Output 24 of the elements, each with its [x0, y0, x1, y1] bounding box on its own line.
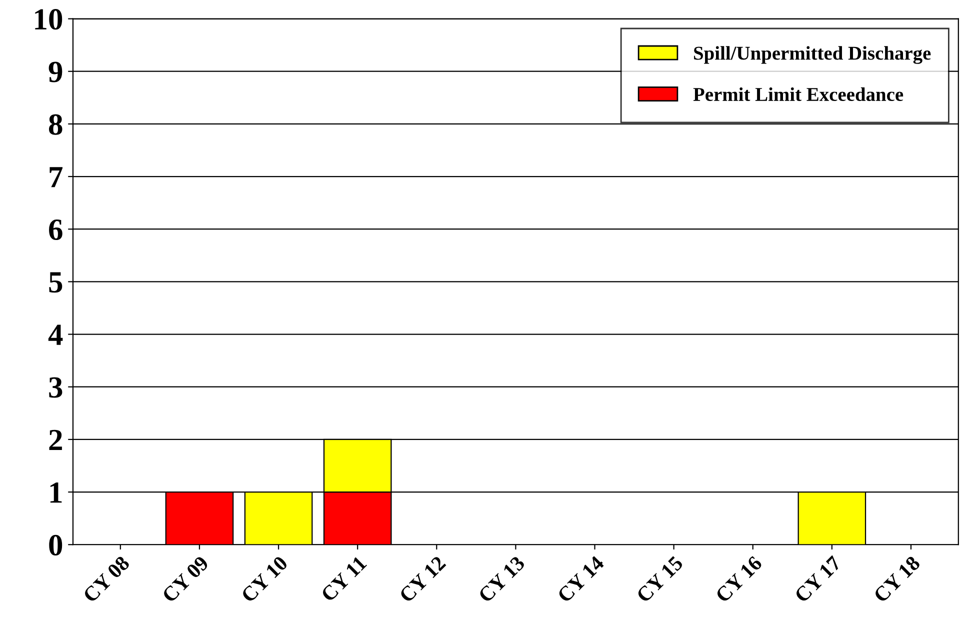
y-tick-label: 1 [50, 482, 62, 503]
x-tick-label: CY 10 [240, 555, 288, 604]
y-tick-label: 2 [49, 430, 62, 450]
y-tick-label: 0 [49, 534, 62, 556]
y-tick-label: 7 [50, 167, 63, 188]
x-tick-label: CY 17 [794, 555, 842, 604]
y-tick-label: 10 [35, 9, 62, 30]
legend-label: Permit Limit Exceedance [693, 87, 904, 102]
y-tick-label: 8 [48, 114, 62, 135]
y-tick-label: 9 [48, 62, 62, 82]
x-tick-label: CY 15 [636, 555, 684, 604]
y-tick-label: 4 [48, 324, 63, 345]
x-tick-label: CY 12 [398, 555, 446, 604]
x-tick-label: CY 09 [161, 555, 210, 604]
x-tick-label: CY 11 [320, 556, 368, 602]
x-tick-label: CY 08 [82, 555, 130, 604]
x-tick-label: CY 14 [556, 555, 605, 604]
y-tick-label: 3 [49, 377, 62, 398]
x-tick-label: CY 16 [714, 555, 763, 604]
legend-label: Spill/Unpermitted Discharge [694, 46, 931, 64]
x-tick-label: CY 13 [478, 555, 526, 604]
y-tick-label: 6 [49, 219, 62, 240]
y-tick-label: 5 [49, 272, 62, 293]
x-tick-label: CY 18 [872, 555, 921, 604]
